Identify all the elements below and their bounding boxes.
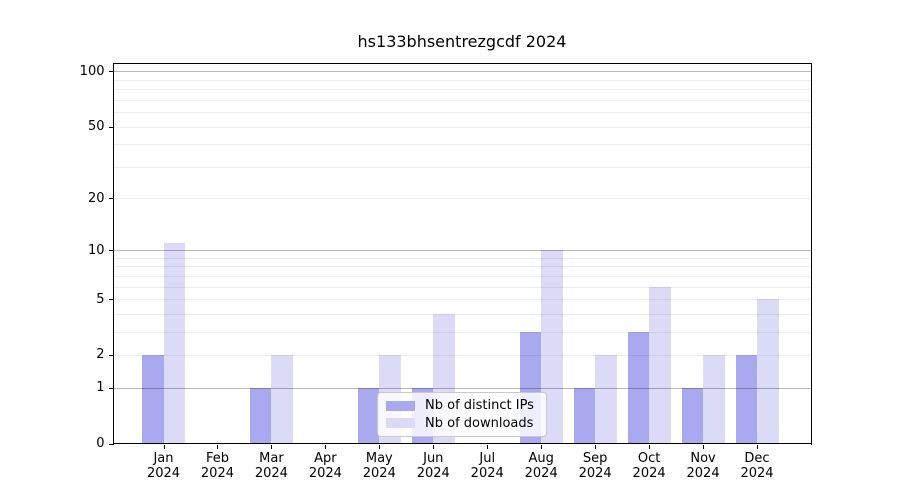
gridline-minor [114, 331, 811, 333]
gridline-minor [114, 266, 811, 268]
plot-border-bottom [113, 443, 812, 445]
x-axis-tick-mark [649, 444, 651, 449]
y-axis-tick-mark [109, 250, 113, 252]
x-axis-tick-label-sep: Sep 2024 [578, 450, 612, 481]
gridline-minor [114, 354, 811, 356]
gridline-major [114, 71, 811, 73]
y-axis-tick-label: 2 [96, 347, 105, 363]
x-axis-tick-label-feb: Feb 2024 [200, 450, 234, 481]
x-axis-tick-label-aug: Aug 2024 [524, 450, 558, 481]
y-axis-tick-mark [109, 387, 113, 389]
plot-border-left [113, 63, 114, 445]
x-axis-tick-mark [703, 444, 705, 449]
y-axis-tick-label: 100 [79, 63, 105, 79]
x-axis-tick-label-apr: Apr 2024 [308, 450, 342, 481]
gridline-minor [114, 144, 811, 146]
bar-nb-of-downloads-nov [703, 354, 725, 444]
x-axis-tick-label-jun: Jun 2024 [416, 450, 450, 481]
bar-nb-of-downloads-oct [649, 286, 671, 444]
y-axis-tick-mark [109, 198, 113, 200]
gridline-minor [114, 275, 811, 277]
legend-swatch-nb-of-distinct-ips [386, 400, 415, 412]
x-axis-tick-mark [487, 444, 489, 449]
x-axis-tick-mark [541, 444, 543, 449]
x-axis-tick-mark [163, 444, 165, 449]
y-axis-tick-mark [109, 71, 113, 73]
y-axis-tick-label: 10 [87, 242, 105, 258]
gridline-major [114, 250, 811, 252]
legend: Nb of distinct IPs Nb of downloads [377, 392, 547, 437]
x-axis-tick-label-dec: Dec 2024 [740, 450, 774, 481]
x-axis-tick-mark [379, 444, 381, 449]
x-axis-tick-label-jul: Jul 2024 [470, 450, 504, 481]
gridline-minor [114, 79, 811, 81]
legend-swatch-nb-of-downloads [386, 417, 415, 429]
x-axis-tick-mark [325, 444, 327, 449]
gridline-minor [114, 99, 811, 101]
y-axis-tick-mark [109, 299, 113, 301]
plot-border-right [811, 63, 812, 445]
gridline-minor [114, 126, 811, 128]
y-axis-tick-label: 20 [87, 190, 105, 206]
x-axis-tick-mark [757, 444, 758, 449]
x-axis-tick-label-jan: Jan 2024 [146, 450, 181, 481]
gridline-minor [114, 299, 811, 301]
bar-nb-of-distinct-ips-mar [249, 387, 272, 444]
gridline-minor [114, 166, 811, 168]
x-axis-tick-mark [595, 444, 597, 449]
bar-nb-of-downloads-dec [757, 299, 779, 444]
y-axis-tick-mark [109, 443, 113, 445]
bar-nb-of-distinct-ips-oct [627, 331, 650, 444]
y-axis-tick-label: 50 [87, 119, 105, 135]
x-axis-tick-mark [271, 444, 273, 449]
bar-nb-of-distinct-ips-sep [573, 387, 596, 444]
bar-nb-of-distinct-ips-nov [681, 387, 704, 444]
x-axis-tick-label-oct: Oct 2024 [632, 450, 666, 481]
gridline-minor [114, 286, 811, 288]
bar-nb-of-downloads-mar [271, 354, 293, 444]
y-axis-tick-label: 0 [96, 436, 105, 451]
gridline-minor [114, 198, 811, 200]
chart-title: hs133bhsentrezgcdf 2024 [357, 32, 567, 51]
plot-border-top [113, 63, 812, 64]
legend-label: Nb of downloads [425, 415, 534, 431]
gridline-major [114, 387, 811, 389]
legend-label: Nb of distinct IPs [425, 398, 534, 414]
x-axis-tick-mark [217, 444, 219, 449]
y-axis-tick-mark [109, 126, 113, 128]
bar-nb-of-distinct-ips-may [357, 387, 380, 444]
legend-item-nb-of-downloads: Nb of downloads [386, 416, 538, 431]
bar-nb-of-downloads-jan [163, 243, 185, 444]
gridline-minor [114, 257, 811, 259]
bar-nb-of-distinct-ips-dec [735, 354, 757, 444]
y-axis-tick-mark [109, 354, 113, 356]
gridline-minor [114, 89, 811, 91]
bar-nb-of-downloads-sep [595, 354, 617, 444]
bar-nb-of-distinct-ips-jan [142, 354, 164, 444]
x-axis-tick-label-may: May 2024 [362, 450, 396, 481]
x-axis-tick-mark [433, 444, 435, 449]
y-axis-tick-label: 1 [96, 380, 105, 396]
x-axis-tick-label-mar: Mar 2024 [254, 450, 288, 481]
legend-item-nb-of-distinct-ips: Nb of distinct IPs [386, 398, 538, 413]
y-axis-tick-label: 5 [96, 291, 105, 307]
x-axis-tick-label-nov: Nov 2024 [686, 450, 720, 481]
gridline-minor [114, 112, 811, 114]
gridline-minor [114, 313, 811, 315]
